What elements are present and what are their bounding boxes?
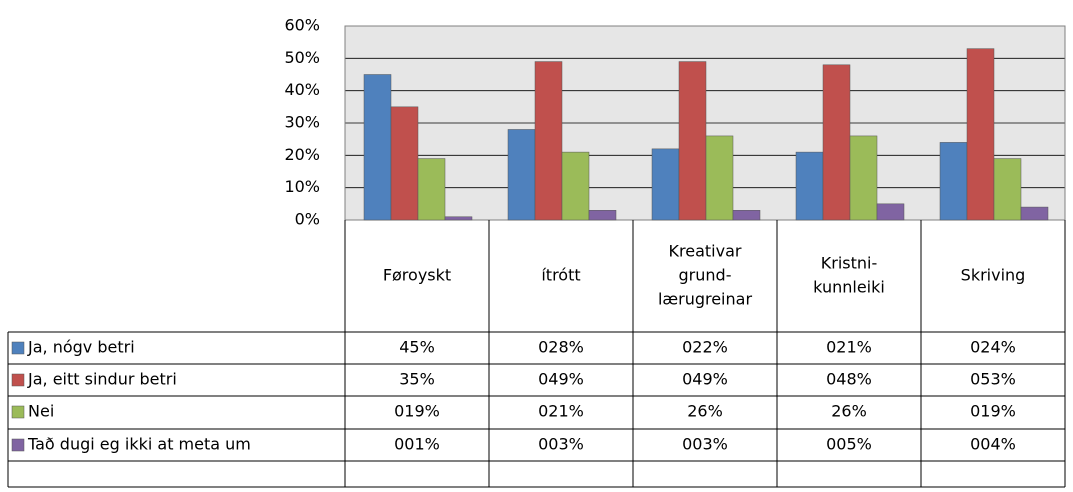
table-value: 024% <box>970 338 1016 357</box>
table-value: 053% <box>970 370 1016 389</box>
table-value: 022% <box>682 338 728 357</box>
table-value: 003% <box>682 435 728 454</box>
y-tick-label: 0% <box>295 210 320 229</box>
x-tick-label: ítrótt <box>541 266 580 285</box>
table-value: 001% <box>394 435 440 454</box>
bar <box>417 158 446 221</box>
legend-label: Nei <box>28 402 54 421</box>
x-tick-label: grund- <box>679 266 732 285</box>
bar <box>588 210 617 221</box>
table-value: 019% <box>394 402 440 421</box>
y-tick-label: 60% <box>284 16 320 35</box>
table-value: 26% <box>687 402 723 421</box>
table-value: 049% <box>538 370 584 389</box>
legend-label: Ja, eitt sindur betri <box>27 370 177 389</box>
bar <box>390 106 419 221</box>
bar <box>939 142 968 221</box>
bar <box>363 74 392 221</box>
bar <box>849 135 878 221</box>
y-tick-label: 40% <box>284 80 320 99</box>
bar <box>822 64 851 221</box>
bar <box>876 203 905 221</box>
table-value: 004% <box>970 435 1016 454</box>
legend-swatch <box>11 373 25 387</box>
table-value: 021% <box>538 402 584 421</box>
x-tick-label: kunnleiki <box>813 278 885 297</box>
bar <box>795 151 824 221</box>
bar <box>678 61 707 221</box>
table-value: 45% <box>399 338 435 357</box>
y-tick-label: 50% <box>284 48 320 67</box>
bar <box>966 48 995 221</box>
y-tick-label: 30% <box>284 113 320 132</box>
table-value: 35% <box>399 370 435 389</box>
table-value: 003% <box>538 435 584 454</box>
x-tick-label: Kristni- <box>821 254 877 273</box>
bar <box>534 61 563 221</box>
table-value: 019% <box>970 402 1016 421</box>
bar <box>561 151 590 221</box>
table-value: 26% <box>831 402 867 421</box>
bar <box>651 148 680 221</box>
bar <box>705 135 734 221</box>
bar <box>993 158 1022 221</box>
x-tick-label: Føroyskt <box>383 266 451 285</box>
x-tick-label: lærugreinar <box>658 290 752 309</box>
legend-label: Ja, nógv betri <box>27 338 135 357</box>
x-tick-label: Kreativar <box>669 242 742 261</box>
y-tick-label: 10% <box>284 177 320 196</box>
legend-swatch <box>11 405 25 419</box>
legend-swatch <box>11 341 25 355</box>
x-tick-label: Skriving <box>961 266 1026 285</box>
bar <box>732 210 761 221</box>
table-value: 021% <box>826 338 872 357</box>
legend-swatch <box>11 438 25 452</box>
y-tick-label: 20% <box>284 145 320 164</box>
table-value: 028% <box>538 338 584 357</box>
bar <box>444 216 473 221</box>
table-value: 049% <box>682 370 728 389</box>
table-value: 048% <box>826 370 872 389</box>
legend-label: Tað dugi eg ikki at meta um <box>27 435 251 454</box>
bar <box>1020 206 1049 221</box>
bar <box>507 129 536 221</box>
table-value: 005% <box>826 435 872 454</box>
